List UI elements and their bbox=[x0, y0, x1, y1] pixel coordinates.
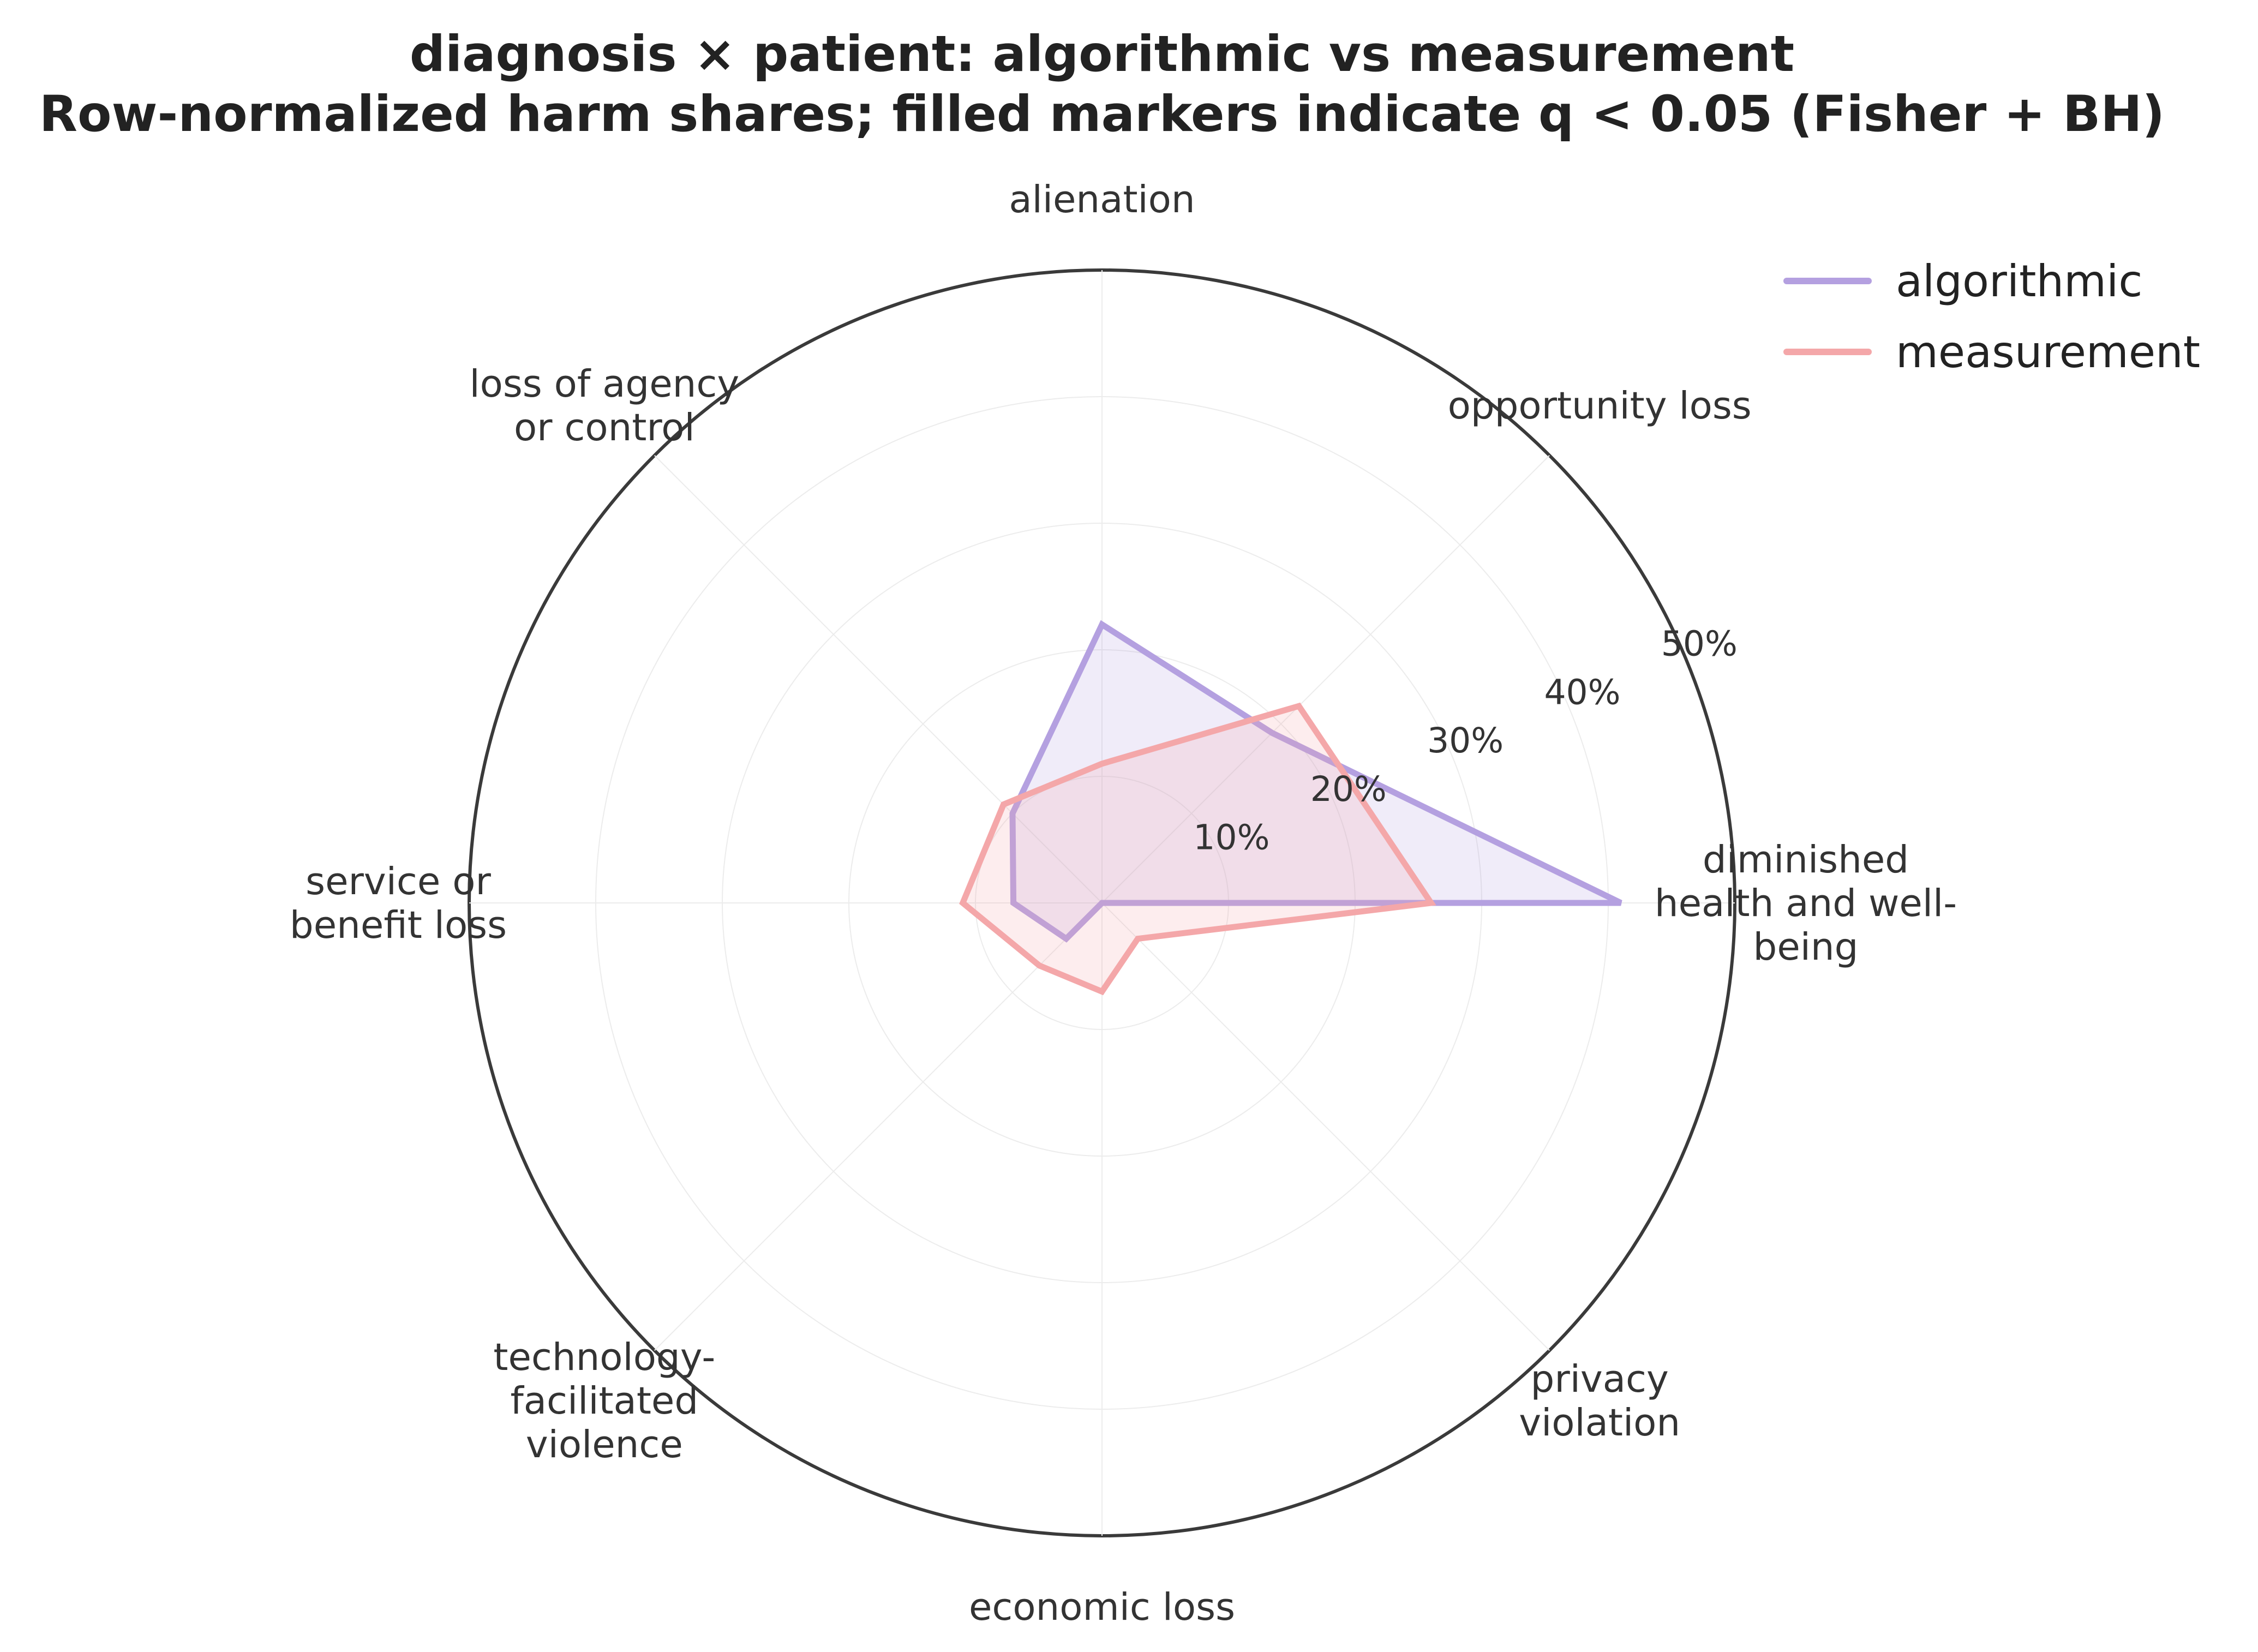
radial-tick-label: 20% bbox=[1310, 769, 1387, 809]
category-label: service or benefit loss bbox=[290, 860, 507, 947]
category-label-line: economic loss bbox=[969, 1585, 1235, 1629]
category-label-line: violation bbox=[1519, 1401, 1680, 1445]
grid-spoke bbox=[654, 902, 1103, 1351]
radar-series bbox=[959, 620, 1622, 996]
radial-tick-label: 40% bbox=[1544, 672, 1620, 712]
category-label-line: privacy bbox=[1531, 1357, 1669, 1401]
category-label: diminished health and well-being bbox=[1655, 838, 1957, 969]
category-label-line: benefit loss bbox=[290, 903, 507, 947]
chart-title-group: diagnosis × patient: algorithmic vs meas… bbox=[39, 26, 2165, 143]
legend-label-algorithmic: algorithmic bbox=[1896, 256, 2142, 307]
category-label: opportunity loss bbox=[1448, 384, 1752, 428]
radar-grid bbox=[468, 268, 1736, 1537]
grid-spoke bbox=[1101, 455, 1550, 903]
category-label: technology-facilitated violence bbox=[493, 1336, 715, 1467]
category-label-line: service or bbox=[306, 860, 491, 903]
category-label-line: alienation bbox=[1009, 178, 1195, 222]
category-label-line: opportunity loss bbox=[1448, 384, 1752, 428]
category-label-line: facilitated bbox=[510, 1379, 698, 1423]
category-label: privacy violation bbox=[1519, 1357, 1680, 1445]
chart-title: diagnosis × patient: algorithmic vs meas… bbox=[410, 26, 1794, 83]
radial-tick-label: 30% bbox=[1427, 721, 1504, 761]
category-label-line: being bbox=[1753, 925, 1859, 969]
radial-tick-label: 10% bbox=[1193, 818, 1269, 858]
category-label: loss of agency or control bbox=[469, 362, 739, 450]
series-algorithmic bbox=[1009, 620, 1622, 943]
category-label-line: loss of agency bbox=[469, 362, 739, 406]
category-label: economic loss bbox=[969, 1585, 1235, 1629]
category-label-line: violence bbox=[526, 1423, 683, 1467]
category-label-line: technology- bbox=[493, 1336, 715, 1379]
grid-spoke bbox=[1101, 902, 1550, 1351]
category-labels: diminished health and well-being opportuni… bbox=[290, 178, 1957, 1629]
radial-tick-labels: 10% 20% 30% 40% 50% bbox=[1193, 624, 1737, 858]
legend-label-measurement: measurement bbox=[1896, 327, 2200, 378]
grid-spoke bbox=[654, 455, 1103, 903]
legend: algorithmic measurement bbox=[1783, 256, 2200, 378]
category-label: alienation bbox=[1009, 178, 1195, 222]
chart-subtitle: Row-normalized harm shares; filled marke… bbox=[39, 86, 2165, 143]
category-label-line: or control bbox=[514, 406, 695, 450]
radial-tick-label: 50% bbox=[1661, 624, 1738, 664]
category-label-line: diminished bbox=[1703, 838, 1909, 882]
category-label-line: health and well- bbox=[1655, 882, 1957, 925]
series-measurement bbox=[959, 702, 1436, 996]
